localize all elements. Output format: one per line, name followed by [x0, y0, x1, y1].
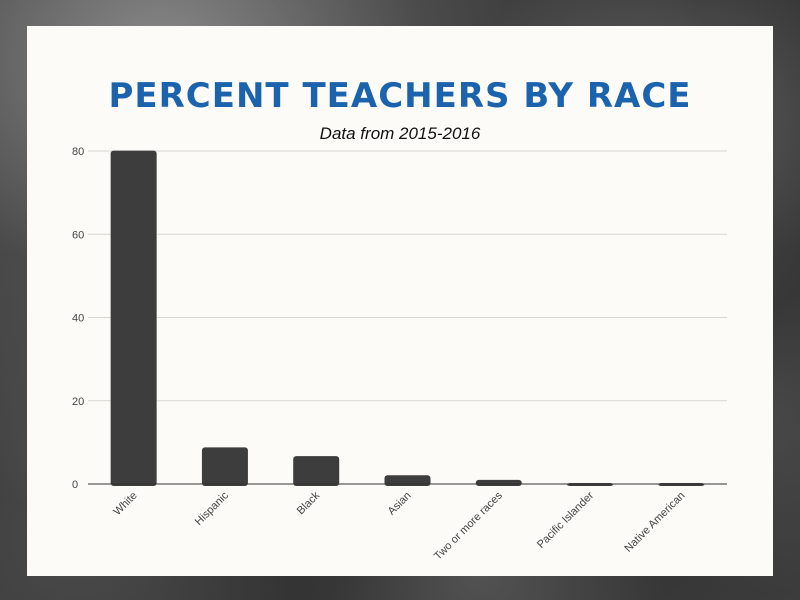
bar-hispanic — [201, 447, 248, 486]
y-tick-label: 40 — [72, 313, 84, 325]
bars — [110, 150, 705, 487]
x-axis-ticks: White Hispanic Black Asian Two or more races… — [111, 489, 687, 562]
x-tick-label: Two or more races — [432, 489, 505, 562]
bar-asian — [384, 475, 431, 486]
grid-lines — [88, 150, 727, 402]
x-tick-label: White — [111, 490, 139, 518]
bar-black — [293, 456, 340, 486]
bar-two-or-more-races — [475, 479, 522, 486]
bar-white — [110, 150, 157, 487]
x-tick-label: Black — [295, 489, 323, 517]
y-tick-label: 0 — [72, 479, 78, 491]
y-tick-label: 20 — [72, 396, 84, 408]
x-tick-label: Native American — [622, 490, 687, 555]
chart-title: PERCENT TEACHERS BY RACE — [108, 76, 692, 116]
x-tick-label: Pacific Islander — [535, 489, 596, 550]
x-tick-label: Hispanic — [193, 489, 232, 528]
x-tick-label: Asian — [386, 490, 414, 518]
y-tick-label: 80 — [72, 146, 84, 158]
y-tick-label: 60 — [72, 229, 84, 241]
y-axis-ticks: 0 20 40 60 80 — [72, 146, 84, 491]
chart-subtitle: Data from 2015-2016 — [319, 124, 481, 143]
